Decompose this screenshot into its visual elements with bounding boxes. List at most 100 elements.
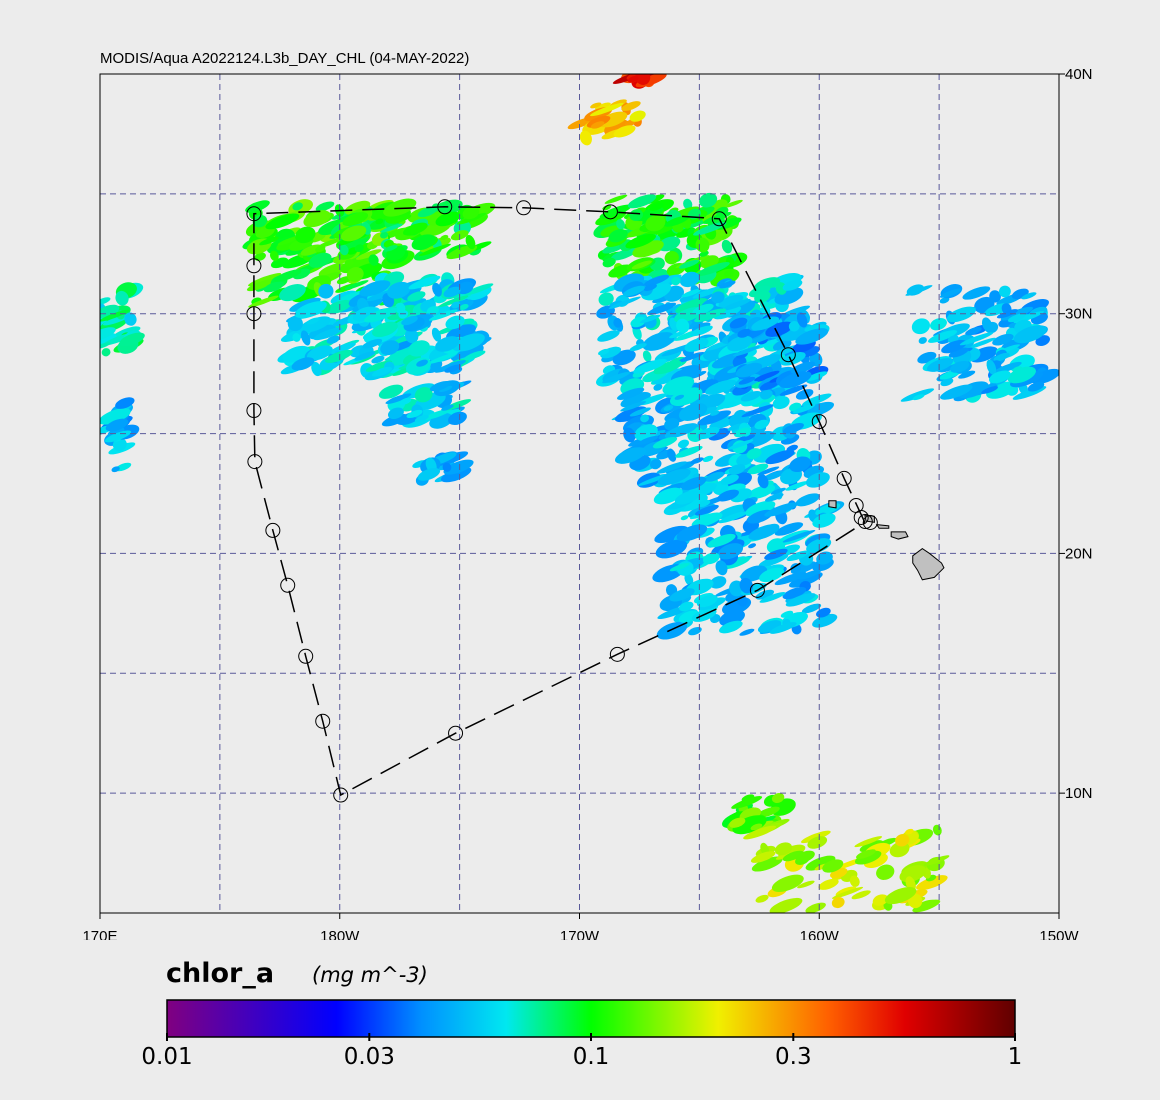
chlorophyll-pixel bbox=[438, 295, 469, 308]
chlorophyll-pixel bbox=[629, 209, 644, 221]
chlorophyll-pixel bbox=[629, 407, 651, 417]
chlorophyll-pixel bbox=[344, 200, 371, 215]
chlorophyll-pixel bbox=[996, 309, 1018, 319]
chlorophyll-pixel bbox=[962, 286, 991, 300]
colorbar-gradient bbox=[166, 999, 1016, 1038]
chlorophyll-pixel bbox=[684, 573, 694, 586]
chlorophyll-pixel bbox=[699, 192, 718, 208]
chlorophyll-pixel bbox=[753, 366, 775, 378]
chlorophyll-pixel bbox=[729, 817, 746, 828]
chlorophyll-pixel bbox=[713, 305, 742, 320]
chlorophyll-pixel bbox=[765, 321, 794, 337]
chlorophyll-pixel bbox=[690, 325, 713, 337]
chlorophyll-pixel bbox=[336, 290, 367, 303]
chlorophyll-pixel bbox=[702, 552, 720, 565]
chlorophyll-pixel bbox=[802, 393, 832, 407]
chlorophyll-pixel bbox=[291, 357, 315, 371]
chlorophyll-pixel bbox=[716, 504, 748, 520]
chlorophyll-pixel bbox=[448, 411, 467, 425]
chlorophyll-pixel bbox=[289, 297, 321, 312]
station-marker bbox=[437, 199, 453, 215]
chlorophyll-pixel bbox=[598, 292, 614, 306]
chlorophyll-pixel bbox=[631, 260, 652, 270]
chlorophyll-pixel bbox=[719, 280, 736, 289]
chlorophyll-pixel bbox=[926, 358, 954, 372]
colorbar-ticks: 0.01 0.03 0.1 0.3 1 bbox=[141, 1033, 1022, 1070]
chlorophyll-pixel bbox=[440, 467, 472, 483]
chlorophyll-pixel bbox=[464, 283, 494, 296]
chlorophyll-pixel bbox=[359, 280, 391, 297]
chlorophyll-pixel bbox=[362, 338, 383, 349]
chlorophyll-pixel bbox=[396, 214, 412, 222]
chlorophyll-pixel bbox=[678, 351, 705, 363]
map-plot: 170E 180W 170W 160W 150W 40N 30N 20N 10N bbox=[82, 66, 1092, 940]
chlorophyll-pixel bbox=[645, 214, 666, 232]
chlorophyll-pixel bbox=[417, 206, 438, 218]
colorbar-tick-label: 0.1 bbox=[573, 1044, 610, 1070]
chlorophyll-pixel bbox=[395, 302, 406, 314]
chlorophyll-pixel bbox=[795, 328, 829, 345]
station-marker bbox=[246, 258, 262, 274]
chlorophyll-pixel bbox=[976, 383, 997, 392]
chlorophyll-pixel bbox=[905, 828, 914, 835]
chlorophyll-pixel bbox=[616, 219, 625, 230]
chlorophyll-pixel bbox=[851, 890, 871, 900]
chlorophyll-pixel bbox=[663, 405, 674, 411]
chlorophyll-pixel bbox=[950, 360, 970, 373]
chlorophyll-pixel bbox=[342, 212, 369, 226]
lon-label: 160W bbox=[800, 928, 840, 940]
chlorophyll-pixel bbox=[746, 448, 762, 460]
chlorophyll-pixel bbox=[100, 327, 116, 341]
station-marker bbox=[516, 200, 532, 216]
chlorophyll-pixel bbox=[696, 262, 730, 277]
chlorophyll-pixel bbox=[643, 283, 657, 292]
chlorophyll-pixel bbox=[986, 359, 997, 375]
colorbar-title: chlor_a bbox=[166, 958, 275, 989]
chlorophyll-pixel bbox=[401, 316, 418, 326]
chlorophyll-pixel bbox=[329, 342, 356, 354]
chlorophyll-pixel bbox=[315, 201, 335, 212]
chlorophyll-pixel bbox=[325, 349, 353, 363]
chlorophyll-pixel bbox=[812, 513, 836, 528]
station-marker bbox=[246, 206, 262, 222]
chlorophyll-pixel bbox=[722, 299, 751, 311]
chlorophyll-pixel bbox=[691, 512, 723, 528]
chlorophyll-pixel bbox=[124, 312, 137, 326]
chlorophyll-pixel bbox=[800, 830, 831, 844]
chlorophyll-pixel bbox=[683, 198, 693, 210]
chlorophyll-pixel bbox=[930, 318, 947, 331]
station-marker bbox=[749, 582, 765, 598]
colorbar-tick-label: 0.01 bbox=[141, 1044, 192, 1070]
chlorophyll-pixel bbox=[414, 414, 429, 423]
chlorophyll-pixel bbox=[831, 896, 845, 909]
chlorophyll-pixel bbox=[411, 234, 436, 251]
chlorophyll-pixel bbox=[965, 326, 982, 336]
lon-label: 170W bbox=[560, 928, 600, 940]
chlorophyll-pixel bbox=[912, 394, 925, 401]
chlorophyll-pixel bbox=[604, 194, 628, 204]
chlorophyll-pixel bbox=[932, 824, 942, 836]
chlorophyll-pixel bbox=[339, 255, 374, 274]
chlorophyll-pixel bbox=[406, 409, 423, 419]
chlorophyll-pixel bbox=[717, 543, 744, 560]
chlorophyll-pixel bbox=[336, 276, 352, 285]
lon-label: 150W bbox=[1039, 928, 1079, 940]
chlorophyll-pixel bbox=[315, 245, 326, 253]
chlorophyll-pixel bbox=[696, 594, 718, 608]
track-line bbox=[253, 206, 866, 797]
chlorophyll-pixel bbox=[602, 257, 616, 268]
chlorophyll-pixel bbox=[464, 350, 486, 361]
chlorophyll-pixel bbox=[608, 229, 628, 243]
chlorophyll-pixel bbox=[760, 389, 773, 400]
chlorophyll-pixel bbox=[609, 300, 622, 307]
chlorophyll-pixel bbox=[690, 457, 704, 465]
chlorophyll-pixel bbox=[715, 560, 728, 576]
chlorophyll-pixel bbox=[798, 569, 822, 580]
station-marker bbox=[811, 414, 827, 430]
chlorophyll-pixel bbox=[383, 198, 417, 217]
chlorophyll-pixel bbox=[750, 851, 776, 863]
chlorophyll-pixel bbox=[741, 404, 775, 418]
station-marker bbox=[247, 454, 263, 470]
chlorophyll-pixel bbox=[707, 533, 736, 548]
chlorophyll-pixel bbox=[279, 284, 306, 302]
